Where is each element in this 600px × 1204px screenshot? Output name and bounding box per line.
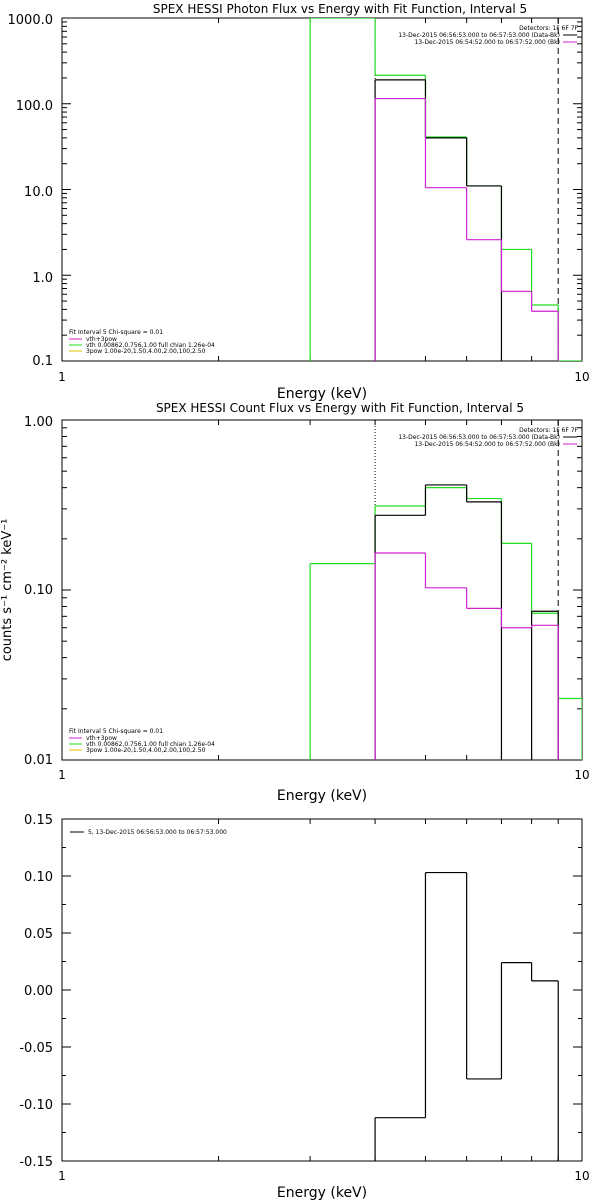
photon-flux-xtick-10: 10: [574, 370, 589, 384]
residuals-xtick-1: 1: [58, 1169, 66, 1183]
residuals-panel: 1 10 Energy (keV) -0.15 -0.10 -0.05 0.00 0.0…: [19, 813, 589, 1201]
count-flux-fit-3pow: 3pow 1.00e-20,1.50,4.00,2.00,100,2.50: [86, 747, 206, 754]
photon-flux-xtick-1: 1: [58, 370, 66, 384]
residuals-ytick-label: -0.10: [19, 1098, 53, 1113]
count-flux-ytick-0.01: 0.01: [24, 753, 53, 768]
residuals-ytick-label: -0.05: [19, 1041, 53, 1056]
photon-flux-ytick-100: 100.0: [16, 99, 53, 114]
photon-flux-ytick-1000: 1000.0: [8, 13, 54, 28]
residuals-ticks: [61, 818, 583, 1162]
count-flux-xtick-10: 10: [574, 768, 589, 782]
photon-flux-series-green: [309, 18, 582, 361]
count-flux-xlabel: Energy (keV): [277, 788, 367, 804]
residuals-ytick-label: 0.00: [24, 984, 53, 999]
residuals-ytick-label: 0.10: [24, 870, 53, 885]
count-flux-frame: [61, 419, 583, 761]
count-flux-series-green: [309, 487, 582, 760]
count-flux-fit-total: vth+3pow: [86, 735, 117, 742]
residuals-ytick-label: -0.15: [19, 1155, 53, 1170]
photon-flux-series-magenta: [374, 97, 559, 361]
residuals-frame: [61, 818, 583, 1162]
residuals-series-black: [374, 871, 559, 1161]
photon-flux-ytick-0.1: 0.1: [32, 354, 53, 369]
photon-flux-fit-heading: Fit Interval 5 Chi-square = 0.01: [69, 329, 163, 336]
count-flux-ytick-1: 1.00: [24, 415, 53, 430]
residuals-ytick-label: 0.15: [24, 813, 53, 828]
count-flux-ylabel: counts s⁻¹ cm⁻² keV⁻¹: [0, 519, 15, 662]
residuals-legend: 5, 13-Dec-2015 06:56:53.000 to 06:57:53.…: [88, 829, 227, 836]
count-flux-ticks: [61, 419, 583, 761]
photon-flux-ytick-10: 10.0: [24, 185, 53, 200]
count-flux-fit-heading: Fit Interval 5 Chi-square = 0.01: [69, 728, 163, 735]
count-flux-series-black: [374, 484, 559, 760]
photon-flux-legend-bk: 13-Dec-2015 06:54:52.000 to 06:57:52.000…: [415, 39, 560, 46]
count-flux-legend-bk: 13-Dec-2015 06:54:52.000 to 06:57:52.000…: [415, 441, 560, 448]
count-flux-legend-data: 13-Dec-2015 06:56:53.000 to 06:57:53.000…: [398, 434, 560, 441]
photon-flux-ticks: [61, 17, 583, 362]
residuals-ytick-label: 0.05: [24, 927, 53, 942]
photon-flux-xlabel: Energy (keV): [277, 386, 367, 402]
photon-flux-frame: [61, 17, 583, 362]
residuals-xtick-10: 10: [574, 1169, 589, 1183]
photon-flux-fit-3pow: 3pow 1.00e-20,1.50,4.00,2.00,100,2.50: [86, 348, 206, 355]
count-flux-detectors: Detectors: 1F 6F 7F: [519, 427, 578, 434]
photon-flux-detectors: Detectors: 1F 6F 7F: [519, 25, 578, 32]
count-flux-panel: SPEX HESSI Count Flux vs Energy with Fit…: [0, 401, 590, 804]
photon-flux-panel: SPEX HESSI Photon Flux vs Energy with Fi…: [8, 2, 590, 402]
photon-flux-fit-total: vth+3pow: [86, 336, 117, 343]
residuals-yticks: -0.15 -0.10 -0.05 0.00 0.05 0.10 0.15: [19, 813, 53, 1170]
count-flux-ytick-0.1: 0.10: [24, 583, 53, 598]
photon-flux-series-black: [374, 79, 503, 361]
photon-flux-title: SPEX HESSI Photon Flux vs Energy with Fi…: [153, 2, 527, 16]
count-flux-title: SPEX HESSI Count Flux vs Energy with Fit…: [156, 401, 524, 415]
photon-flux-ytick-1: 1.0: [32, 271, 53, 286]
count-flux-fit-vth: vth 0.00862,0.756,1.00 full chian 1.26e-…: [86, 741, 215, 748]
photon-flux-legend-data: 13-Dec-2015 06:56:53.000 to 06:57:53.000…: [398, 32, 560, 39]
count-flux-xtick-1: 1: [58, 768, 66, 782]
count-flux-series-magenta: [374, 552, 559, 760]
residuals-xlabel: Energy (keV): [277, 1185, 367, 1200]
photon-flux-fit-vth: vth 0.00862,0.756,1.00 full chian 1.26e-…: [86, 342, 215, 349]
